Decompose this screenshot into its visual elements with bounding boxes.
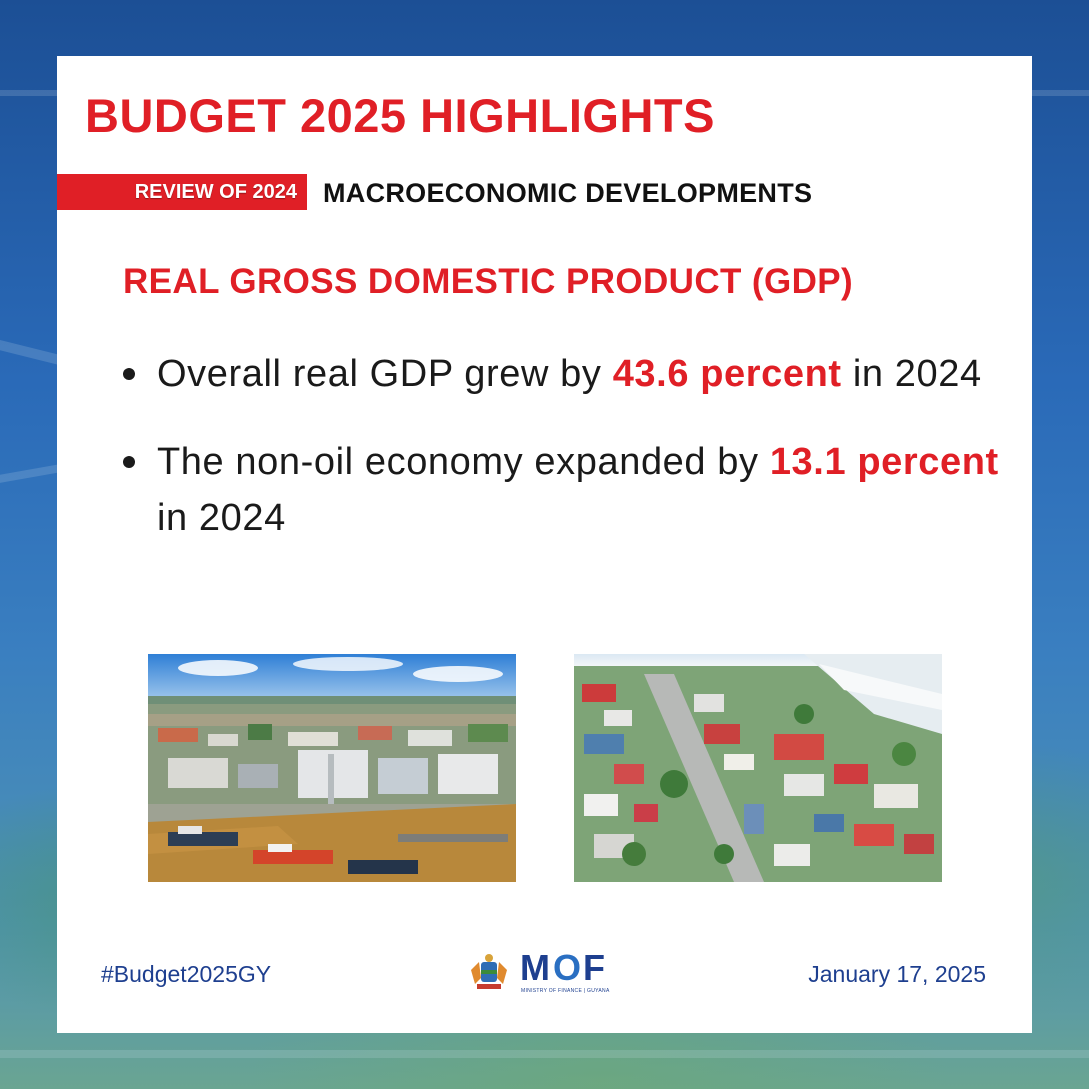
gdp-subheading: REAL GROSS DOMESTIC PRODUCT (GDP) (123, 262, 854, 301)
bullet-list: Overall real GDP grew by 43.6 percent in… (119, 346, 999, 546)
bullet-highlight: 13.1 percent (769, 441, 999, 483)
coat-of-arms-icon (471, 954, 507, 989)
date-label: January 17, 2025 (808, 961, 986, 987)
mof-letter-o: O (553, 947, 582, 988)
bullet-item-non-oil-economy: The non-oil economy expanded by 13.1 per… (119, 434, 999, 546)
page-title: BUDGET 2025 HIGHLIGHTS (85, 89, 715, 142)
aerial-port-photo (148, 654, 516, 882)
section-heading: MACROECONOMIC DEVELOPMENTS (323, 178, 813, 208)
bullet-text: The non-oil economy expanded by (157, 441, 770, 483)
highlight-card: BUDGET 2025 HIGHLIGHTS REVIEW OF 2024 MA… (57, 56, 1032, 1033)
bullet-highlight: 43.6 percent (612, 353, 842, 395)
aerial-city-photo (574, 654, 942, 882)
mof-subtitle: MINISTRY OF FINANCE | GUYANA (521, 988, 610, 994)
bullet-item-overall-gdp: Overall real GDP grew by 43.6 percent in… (119, 346, 999, 402)
hashtag-label: #Budget2025GY (101, 961, 272, 987)
bullet-text: Overall real GDP grew by (157, 353, 613, 395)
mof-logo: M O F MINISTRY OF FINANCE | GUYANA (467, 948, 617, 998)
bullet-text: in 2024 (157, 497, 286, 539)
bullet-text: in 2024 (841, 353, 982, 395)
review-tag: REVIEW OF 2024 (57, 174, 307, 210)
bullet-dot-icon (123, 456, 135, 468)
mof-letter-f: F (583, 947, 605, 988)
mof-letter-m: M (520, 947, 550, 988)
bullet-dot-icon (123, 368, 135, 380)
